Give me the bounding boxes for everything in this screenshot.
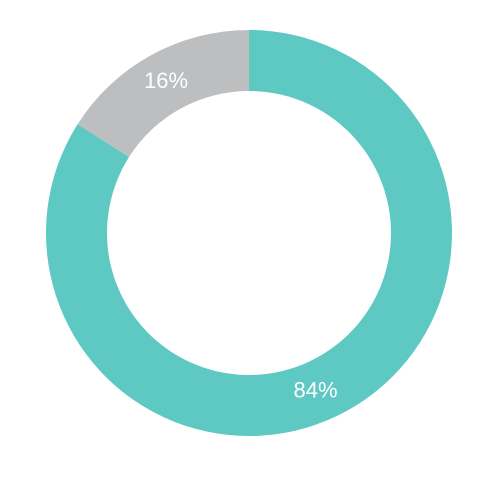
slice-label-16: 16% [144,68,188,93]
donut-slice-84 [46,30,453,436]
slice-label-84: 84% [293,377,337,402]
donut-slices [46,30,453,436]
donut-slice-16 [77,30,249,157]
donut-labels: 84% 16% [144,68,337,402]
